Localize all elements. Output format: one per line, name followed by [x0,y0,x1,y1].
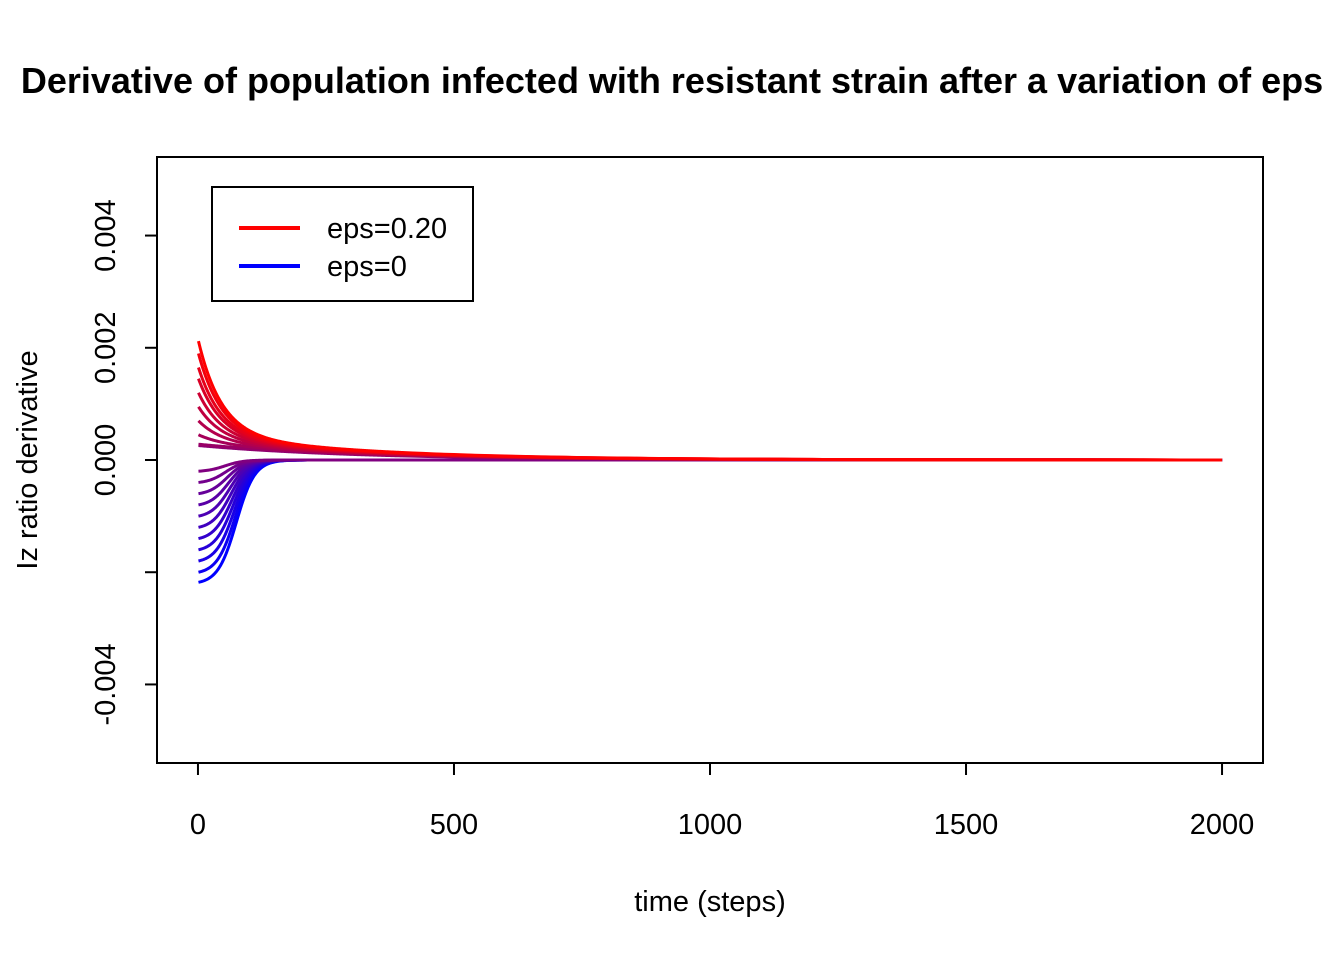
series-line-eps-0.07 [198,458,1223,507]
series-line-eps-0.09 [198,458,1223,484]
legend: eps=0.20 eps=0 [211,186,474,302]
series-line-eps-0.00 [198,458,1223,584]
x-tick-label: 500 [430,809,478,841]
series-layer [197,340,1223,584]
y-tick-label: -0.004 [90,643,122,725]
x-tick-label: 1500 [934,809,999,841]
y-axis-label: Iz ratio derivative [12,350,44,569]
legend-label-eps-zero: eps=0 [327,251,407,283]
series-line-eps-0.04 [198,458,1223,541]
series-line-eps-0.02 [198,458,1223,563]
legend-label-eps-max: eps=0.20 [327,213,447,245]
series-line-eps-0.14 [197,419,1223,462]
series-line-eps-0.10 [198,458,1223,473]
series-line-eps-0.03 [198,458,1223,552]
y-tick-label: 0.000 [90,424,122,497]
x-tick-label: 2000 [1190,809,1255,841]
y-tick-label: 0.004 [90,199,122,272]
x-tick-label: 0 [190,809,206,841]
series-line-eps-0.08 [198,458,1223,496]
series-line-eps-0.06 [198,458,1223,518]
series-line-eps-0.17 [197,378,1223,462]
series-line-eps-0.13 [197,433,1223,462]
x-axis: 0 500 1000 1500 2000 [190,762,1255,841]
series-line-eps-0.19 [197,353,1223,462]
chart-title: Derivative of population infected with r… [21,60,1323,101]
series-line-eps-0.05 [198,458,1223,529]
series-line-eps-0.01 [198,458,1223,574]
x-tick-label: 1000 [678,809,743,841]
y-tick-label: 0.002 [90,311,122,384]
series-line-eps-0.18 [197,367,1223,462]
legend-box [211,186,474,302]
x-axis-label: time (steps) [634,886,785,918]
series-line-eps-0.20 [197,340,1223,462]
y-axis: -0.004 0.000 0.002 0.004 [90,199,158,726]
